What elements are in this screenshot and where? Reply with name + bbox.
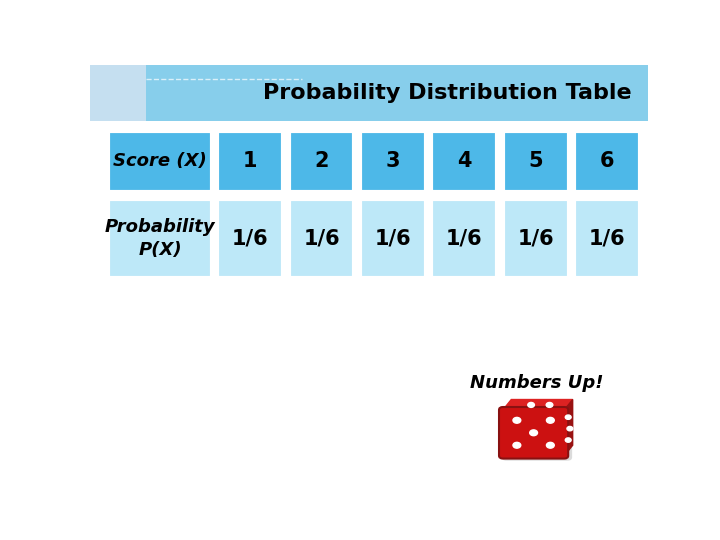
- Text: 5: 5: [528, 152, 543, 172]
- Text: 1/6: 1/6: [518, 228, 554, 248]
- Polygon shape: [503, 400, 572, 410]
- FancyBboxPatch shape: [109, 199, 212, 278]
- Circle shape: [528, 402, 534, 407]
- FancyBboxPatch shape: [575, 199, 640, 278]
- FancyBboxPatch shape: [431, 199, 498, 278]
- Circle shape: [546, 417, 554, 423]
- Text: 1/6: 1/6: [232, 228, 269, 248]
- Text: 1/6: 1/6: [374, 228, 411, 248]
- Circle shape: [546, 402, 553, 407]
- FancyBboxPatch shape: [289, 199, 354, 278]
- Text: 1/6: 1/6: [446, 228, 482, 248]
- Circle shape: [565, 438, 571, 442]
- Text: 1: 1: [243, 152, 257, 172]
- FancyBboxPatch shape: [109, 131, 212, 192]
- FancyBboxPatch shape: [217, 199, 283, 278]
- FancyBboxPatch shape: [360, 199, 426, 278]
- Text: 4: 4: [457, 152, 472, 172]
- FancyBboxPatch shape: [360, 131, 426, 192]
- FancyBboxPatch shape: [90, 65, 145, 121]
- FancyBboxPatch shape: [503, 199, 569, 278]
- Text: 1/6: 1/6: [589, 228, 626, 248]
- Circle shape: [546, 442, 554, 448]
- Circle shape: [567, 427, 573, 431]
- Text: 2: 2: [315, 152, 329, 172]
- Text: Score (X): Score (X): [113, 152, 207, 171]
- Text: 6: 6: [600, 152, 614, 172]
- Text: 3: 3: [386, 152, 400, 172]
- FancyBboxPatch shape: [499, 407, 568, 458]
- Circle shape: [530, 430, 538, 436]
- FancyBboxPatch shape: [502, 408, 572, 461]
- Circle shape: [513, 417, 521, 423]
- FancyBboxPatch shape: [289, 131, 354, 192]
- Text: 1/6: 1/6: [303, 228, 340, 248]
- Text: Probability Distribution Table: Probability Distribution Table: [263, 83, 631, 103]
- FancyBboxPatch shape: [431, 131, 498, 192]
- FancyBboxPatch shape: [575, 131, 640, 192]
- Circle shape: [565, 415, 571, 420]
- FancyBboxPatch shape: [503, 131, 569, 192]
- Text: Numbers Up!: Numbers Up!: [469, 374, 603, 392]
- FancyBboxPatch shape: [217, 131, 283, 192]
- Circle shape: [513, 442, 521, 448]
- Polygon shape: [564, 400, 572, 456]
- FancyBboxPatch shape: [145, 65, 648, 121]
- Text: Probability
P(X): Probability P(X): [104, 218, 215, 259]
